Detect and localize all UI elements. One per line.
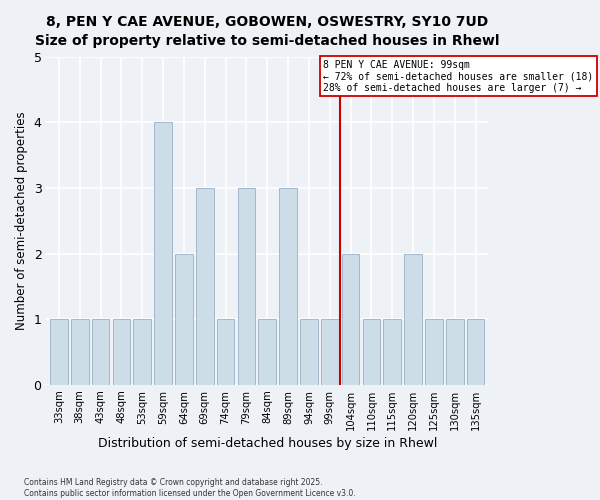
X-axis label: Distribution of semi-detached houses by size in Rhewl: Distribution of semi-detached houses by …	[98, 437, 437, 450]
Bar	[154, 122, 172, 385]
Bar	[92, 319, 109, 385]
Bar	[217, 319, 235, 385]
Bar	[50, 319, 68, 385]
Bar	[446, 319, 464, 385]
Bar	[341, 254, 359, 385]
Y-axis label: Number of semi-detached properties: Number of semi-detached properties	[15, 112, 28, 330]
Bar	[71, 319, 89, 385]
Bar	[300, 319, 318, 385]
Title: 8, PEN Y CAE AVENUE, GOBOWEN, OSWESTRY, SY10 7UD
Size of property relative to se: 8, PEN Y CAE AVENUE, GOBOWEN, OSWESTRY, …	[35, 15, 499, 48]
Text: Contains HM Land Registry data © Crown copyright and database right 2025.
Contai: Contains HM Land Registry data © Crown c…	[24, 478, 356, 498]
Bar	[383, 319, 401, 385]
Text: 8 PEN Y CAE AVENUE: 99sqm
← 72% of semi-detached houses are smaller (18)
28% of : 8 PEN Y CAE AVENUE: 99sqm ← 72% of semi-…	[323, 60, 594, 93]
Bar	[196, 188, 214, 385]
Bar	[133, 319, 151, 385]
Bar	[321, 319, 338, 385]
Bar	[279, 188, 297, 385]
Bar	[404, 254, 422, 385]
Bar	[362, 319, 380, 385]
Bar	[175, 254, 193, 385]
Bar	[238, 188, 255, 385]
Bar	[467, 319, 484, 385]
Bar	[425, 319, 443, 385]
Bar	[259, 319, 276, 385]
Bar	[113, 319, 130, 385]
